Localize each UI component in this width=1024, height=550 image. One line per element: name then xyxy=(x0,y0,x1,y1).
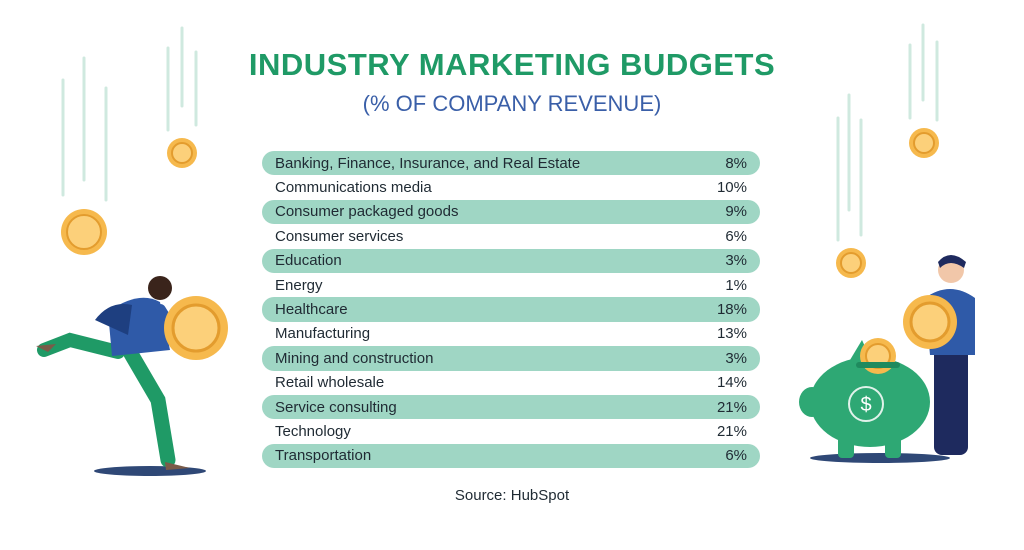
running-person-illustration xyxy=(36,276,228,476)
source-note: Source: HubSpot xyxy=(454,487,570,504)
budget-value: 8% xyxy=(725,154,747,172)
falling-coin-icon xyxy=(61,209,107,255)
budget-value: 3% xyxy=(725,252,747,270)
industry-label: Manufacturing xyxy=(275,325,371,343)
table-row: Healthcare 18% xyxy=(262,297,760,322)
budget-value: 10% xyxy=(716,179,747,197)
falling-coin-icon xyxy=(836,248,866,278)
industry-label: Banking, Finance, Insurance, and Real Es… xyxy=(275,154,581,172)
budget-value: 13% xyxy=(716,325,747,343)
chart-subtitle: (% OF COMPANY REVENUE) xyxy=(362,91,662,116)
table-row: Service consulting 21% xyxy=(262,394,760,420)
falling-coin-icon xyxy=(909,128,939,158)
table-row: Mining and construction 3% xyxy=(262,346,760,371)
industry-label: Consumer packaged goods xyxy=(275,203,459,221)
industry-label: Consumer services xyxy=(275,227,404,245)
budget-value: 9% xyxy=(725,203,747,221)
industry-label: Service consulting xyxy=(275,398,397,416)
budget-value: 3% xyxy=(725,349,747,367)
table-row: Energy 1% xyxy=(262,273,760,297)
table-row: Consumer services 6% xyxy=(262,224,760,248)
table-row: Technology 21% xyxy=(262,419,760,443)
industry-label: Energy xyxy=(275,276,323,294)
dollar-sign-icon: $ xyxy=(848,386,884,422)
industry-label: Mining and construction xyxy=(275,349,434,367)
falling-coin-icon xyxy=(167,138,197,168)
table-row: Banking, Finance, Insurance, and Real Es… xyxy=(262,151,760,176)
budget-value: 6% xyxy=(725,447,747,465)
table-row: Communications media 10% xyxy=(262,175,760,199)
industry-label: Retail wholesale xyxy=(275,374,385,392)
table-row: Consumer packaged goods 9% xyxy=(262,199,760,225)
industry-label: Communications media xyxy=(275,179,432,197)
budget-table: Banking, Finance, Insurance, and Real Es… xyxy=(262,151,760,469)
budget-value: 6% xyxy=(725,227,747,245)
industry-label: Healthcare xyxy=(275,301,348,319)
budget-value: 21% xyxy=(716,422,747,440)
motion-lines xyxy=(61,23,939,242)
budget-value: 1% xyxy=(725,276,747,294)
piggy-bank-illustration: $ xyxy=(799,255,975,463)
budget-value: 21% xyxy=(716,398,747,416)
table-row: Manufacturing 13% xyxy=(262,322,760,346)
table-row: Retail wholesale 14% xyxy=(262,371,760,395)
industry-label: Transportation xyxy=(275,447,372,465)
budget-value: 14% xyxy=(716,374,747,392)
table-row: Transportation 6% xyxy=(262,443,760,469)
industry-label: Technology xyxy=(275,422,351,440)
table-row: Education 3% xyxy=(262,248,760,273)
chart-title: INDUSTRY MARKETING BUDGETS xyxy=(248,47,776,82)
industry-label: Education xyxy=(275,252,342,270)
budget-value: 18% xyxy=(716,301,747,319)
svg-text:$: $ xyxy=(860,394,871,416)
